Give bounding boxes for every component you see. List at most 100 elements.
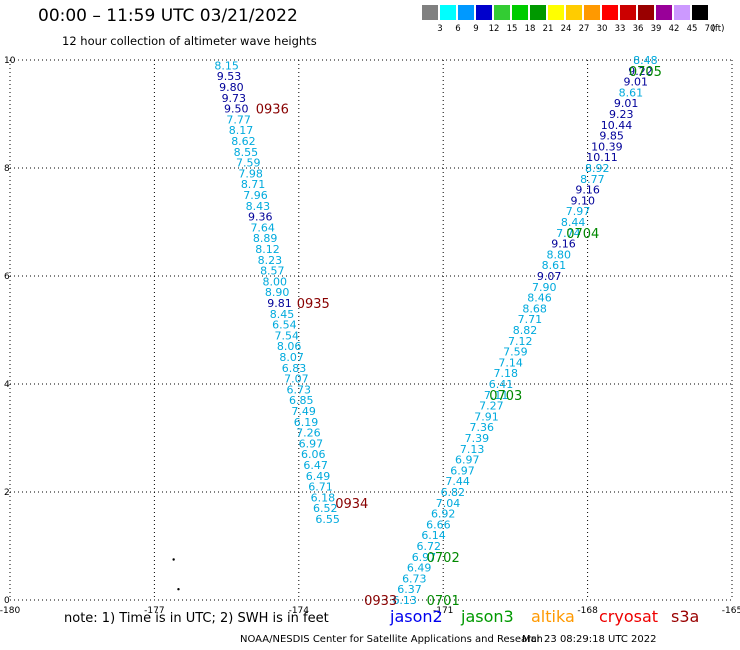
x-tick-label: -171 [433, 606, 453, 616]
wave-height-label: 6.52 [313, 502, 338, 515]
wave-height-label: 7.27 [479, 400, 504, 413]
legend-swatch [458, 5, 474, 20]
legend-swatch [620, 5, 636, 20]
legend-swatch [512, 5, 528, 20]
wave-height-label: 8.68 [522, 302, 547, 315]
wave-height-label: 8.55 [234, 146, 259, 159]
wave-height-label: 9.01 [623, 76, 648, 89]
wave-height-label: 7.54 [275, 329, 300, 342]
wave-height-label: 6.18 [311, 491, 336, 504]
wave-height-label: 7.13 [460, 443, 485, 456]
legend-swatch [548, 5, 564, 20]
legend-label: 12 [488, 24, 500, 34]
legend-label: 24 [560, 24, 572, 34]
wave-height-label: 8.17 [229, 124, 254, 137]
wave-height-label: 7.74 [556, 227, 581, 240]
land-dot [172, 558, 175, 561]
x-tick-label: -165 [722, 606, 740, 616]
wave-height-label: 8.80 [546, 248, 571, 261]
wave-height-label: 9.23 [609, 108, 634, 121]
y-tick-label: 2 [4, 488, 10, 498]
legend-label: 6 [455, 24, 461, 34]
time-label: 0701 [427, 594, 460, 609]
wave-height-label: 8.71 [241, 178, 266, 191]
wave-height-label: 6.83 [282, 362, 307, 375]
wave-height-label: 8.06 [277, 340, 302, 353]
wave-height-label: 9.50 [224, 103, 249, 116]
wave-height-label: 10.44 [601, 119, 633, 132]
legend-swatch [656, 5, 672, 20]
wave-height-label: 6.97 [299, 437, 324, 450]
wave-height-label: 8.82 [513, 324, 538, 337]
wave-height-label: 7.90 [532, 281, 557, 294]
legend-swatch [638, 5, 654, 20]
satellite-jason2: jason2 [390, 607, 443, 626]
legend-label: 45 [686, 24, 698, 34]
legend-swatch [422, 5, 438, 20]
wave-height-label: 8.07 [279, 351, 304, 364]
wave-height-label: 7.59 [503, 346, 528, 359]
legend-swatch [674, 5, 690, 20]
wave-height-label: 7.59 [236, 157, 261, 170]
time-label: 0702 [427, 551, 460, 566]
wave-height-label: 9.16 [551, 238, 576, 251]
y-tick-label: 8 [4, 164, 10, 174]
wave-height-label: 9.81 [267, 297, 292, 310]
time-label: 0936 [256, 103, 289, 118]
wave-height-label: 6.71 [308, 481, 333, 494]
generated-timestamp: Mar 23 08:29:18 UTC 2022 [522, 634, 657, 645]
wave-height-label: 7.98 [238, 167, 263, 180]
wave-height-label: 10.39 [591, 140, 623, 153]
legend-swatch [476, 5, 492, 20]
time-label: 0933 [364, 594, 397, 609]
time-label: 0935 [297, 297, 330, 312]
legend-label: 30 [596, 24, 608, 34]
chart-title: 00:00 – 11:59 UTC 03/21/2022 [38, 6, 298, 26]
wave-height-label: 8.44 [561, 216, 586, 229]
y-tick-label: 4 [4, 380, 10, 390]
wave-height-label: 8.23 [258, 254, 283, 267]
x-tick-label: -168 [577, 606, 598, 616]
x-tick-label: -174 [289, 606, 310, 616]
wave-height-label: 6.06 [301, 448, 326, 461]
wave-height-label: 7.04 [436, 497, 461, 510]
wave-height-label: 7.96 [243, 189, 268, 202]
wave-height-label: 7.18 [494, 367, 519, 380]
wave-height-label: 7.97 [566, 205, 591, 218]
wave-height-label: 10.11 [586, 151, 618, 164]
credit-text: NOAA/NESDIS Center for Satellite Applica… [240, 634, 543, 645]
wave-height-label: 6.14 [421, 529, 446, 542]
wave-height-label: 8.12 [255, 243, 280, 256]
legend-swatch [530, 5, 546, 20]
wave-height-label: 9.07 [537, 270, 562, 283]
wave-height-label: 8.62 [231, 135, 256, 148]
wave-height-label: 6.55 [315, 513, 340, 526]
wave-height-label: 9.73 [222, 92, 247, 105]
legend-swatch [440, 5, 456, 20]
wave-height-label: 9.10 [571, 194, 596, 207]
legend-label: 18 [524, 24, 536, 34]
legend-label: 70 [704, 24, 716, 34]
wave-height-label: 6.19 [294, 416, 319, 429]
legend-swatch [584, 5, 600, 20]
wave-height-label: 6.49 [407, 562, 432, 575]
wave-height-label: 6.72 [417, 540, 442, 553]
wave-height-label: 8.46 [527, 292, 552, 305]
wave-height-label: 7.64 [250, 221, 275, 234]
wave-height-label: 6.97 [450, 464, 475, 477]
wave-height-label: 8.89 [253, 232, 278, 245]
wave-height-label: 6.73 [287, 383, 312, 396]
wave-height-label: 8.61 [542, 259, 567, 272]
wave-height-label: 6.41 [489, 378, 514, 391]
wave-height-label: 8.92 [585, 162, 610, 175]
chart-subtitle: 12 hour collection of altimeter wave hei… [62, 34, 317, 48]
legend-unit: (ft) [711, 24, 725, 34]
wave-height-label: 6.97 [412, 551, 437, 564]
wave-height-label: 8.48 [633, 54, 658, 67]
wave-height-label: 6.49 [306, 470, 331, 483]
time-label: 0703 [489, 389, 522, 404]
legend-label: 36 [632, 24, 644, 34]
wave-height-label: 7.44 [445, 475, 470, 488]
legend-label: 39 [650, 24, 662, 34]
